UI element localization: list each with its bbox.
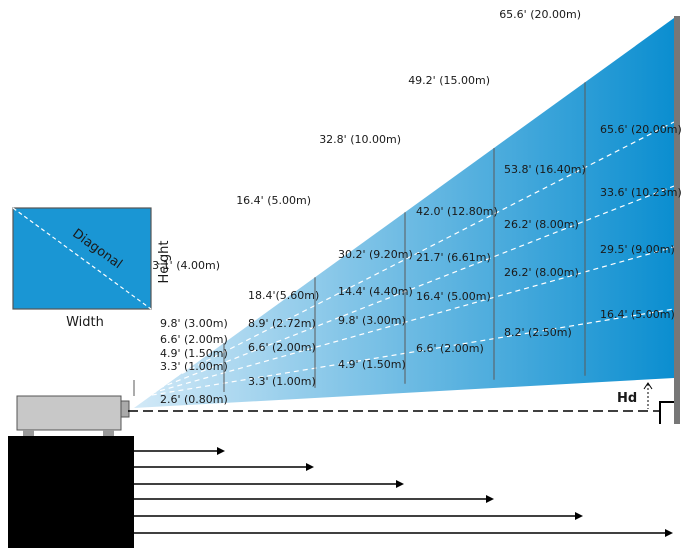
distance-arrowhead (665, 529, 673, 537)
projector-table (8, 436, 134, 548)
size-label: 21.7' (6.61m) (416, 251, 491, 264)
diagonal-size-label: 65.6' (20.00m) (499, 8, 581, 21)
distance-arrows (134, 447, 673, 537)
distance-arrowhead (396, 480, 404, 488)
size-labels: 9.8' (3.00m)6.6' (2.00m)4.9' (1.50m)3.3'… (145, 8, 682, 406)
distance-arrowhead (217, 447, 225, 455)
size-label: 30.2' (9.20m) (338, 248, 413, 261)
size-label: 33.6' (10.23m) (600, 186, 682, 199)
inset-screen-diagram: Diagonal Height Width (12, 207, 172, 330)
hd-indicator: Hd (617, 382, 674, 424)
size-label: 42.0' (12.80m) (416, 205, 498, 218)
height-label: Height (157, 241, 172, 284)
column-dividers (133, 82, 586, 396)
size-label: 29.5' (9.00m) (600, 243, 675, 256)
projector (16, 395, 130, 436)
distance-arrowhead (575, 512, 583, 520)
width-label: Width (66, 315, 104, 330)
inset-diagonal-line (12, 207, 152, 310)
projection-beam (134, 18, 674, 408)
distance-arrowhead (486, 495, 494, 503)
size-label: 9.8' (3.00m) (160, 317, 228, 330)
size-label: 4.9' (1.50m) (160, 347, 228, 360)
size-label: 4.9' (1.50m) (338, 358, 406, 371)
size-label: 53.8' (16.40m) (504, 163, 586, 176)
size-label: 2.6' (0.80m) (160, 393, 228, 406)
size-label: 6.6' (2.00m) (416, 342, 484, 355)
size-label: 18.4'(5.60m) (248, 289, 319, 302)
hd-label: Hd (617, 391, 637, 406)
size-label: 16.4' (5.00m) (416, 290, 491, 303)
distance-arrowhead (306, 463, 314, 471)
diagonal-size-label: 16.4' (5.00m) (236, 194, 311, 207)
size-label: 8.9' (2.72m) (248, 317, 316, 330)
size-label: 3.3' (1.00m) (248, 375, 316, 388)
size-label: 3.3' (1.00m) (160, 360, 228, 373)
size-label: 65.6' (20.00m) (600, 123, 682, 136)
size-label: 9.8' (3.00m) (338, 314, 406, 327)
projection-screen (674, 16, 680, 424)
size-label: 14.4' (4.40m) (338, 285, 413, 298)
diagonal-size-label: 32.8' (10.00m) (319, 133, 401, 146)
diagonal-size-label: 13.1' (4.00m) (145, 259, 220, 272)
size-label: 6.6' (2.00m) (248, 341, 316, 354)
size-label: 16.4' (5.00m) (600, 308, 675, 321)
size-label: 8.2' (2.50m) (504, 326, 572, 339)
diagonal-size-label: 49.2' (15.00m) (408, 74, 490, 87)
size-label: 6.6' (2.00m) (160, 333, 228, 346)
size-label: 26.2' (8.00m) (504, 218, 579, 231)
size-label: 26.2' (8.00m) (504, 266, 579, 279)
